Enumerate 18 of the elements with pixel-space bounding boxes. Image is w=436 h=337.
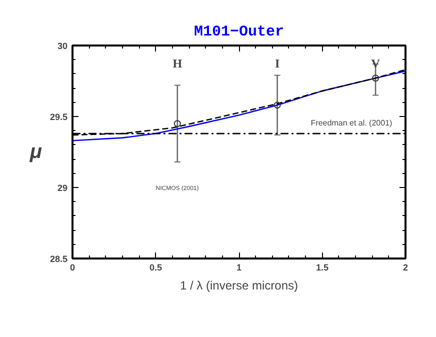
y-tick-label: 28.5 xyxy=(50,254,68,264)
annotation: H xyxy=(172,56,183,70)
annotation: I xyxy=(274,56,280,70)
y-tick-label: 29.5 xyxy=(50,112,68,122)
chart-title: M101−Outer xyxy=(194,24,284,40)
y-axis-title: μ xyxy=(28,141,42,163)
x-tick-label: 0 xyxy=(70,262,76,272)
point xyxy=(274,102,281,109)
x-tick-label: 0.5 xyxy=(149,262,162,272)
point xyxy=(372,74,380,82)
x-tick-label: 1 xyxy=(236,262,242,272)
ref-line-label: Freedman et al. (2001) xyxy=(310,118,393,128)
x-tick-label: 2 xyxy=(402,262,408,272)
y-tick-label: 29 xyxy=(57,183,68,193)
x-axis-title: 1 / λ (inverse microns) xyxy=(180,278,298,292)
y-tick-label: 30 xyxy=(57,41,68,51)
x-tick-label: 1.5 xyxy=(316,262,329,272)
point xyxy=(174,120,181,128)
